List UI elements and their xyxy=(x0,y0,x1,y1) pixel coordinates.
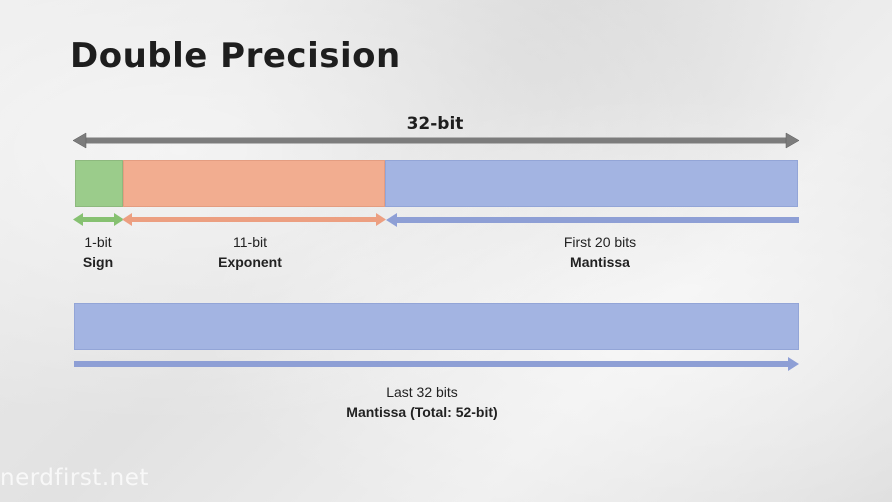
mantissa-low-label: Last 32 bits Mantissa (Total: 52-bit) xyxy=(322,382,522,422)
mantissa-low-bits: Last 32 bits xyxy=(386,384,458,400)
word-size-arrow xyxy=(72,132,800,149)
page-title: Double Precision xyxy=(70,36,401,76)
sign-arrow xyxy=(73,213,124,226)
mantissa-high-segment xyxy=(385,160,798,207)
mantissa-low-segment xyxy=(74,303,799,350)
sign-name: Sign xyxy=(82,254,114,270)
mantissa-high-name: Mantissa xyxy=(570,254,630,270)
exponent-label: 11-bit Exponent xyxy=(200,232,300,272)
sign-label: 1-bit Sign xyxy=(62,232,134,272)
exponent-arrow xyxy=(122,213,386,226)
mantissa-high-bits: First 20 bits xyxy=(563,234,637,250)
sign-bits: 1-bit xyxy=(84,234,112,250)
exponent-bits: 11-bit xyxy=(233,234,267,250)
mantissa-high-label: First 20 bits Mantissa xyxy=(540,232,660,272)
mantissa-low-arrow xyxy=(74,357,799,371)
watermark-text: nerdfirst.net xyxy=(0,465,149,491)
mantissa-low-name: Mantissa (Total: 52-bit) xyxy=(346,404,498,420)
sign-segment xyxy=(75,160,123,207)
mantissa-high-arrow xyxy=(386,213,799,227)
word-size-label: 32-bit xyxy=(406,114,464,134)
exponent-segment xyxy=(123,160,385,207)
exponent-name: Exponent xyxy=(218,254,282,270)
